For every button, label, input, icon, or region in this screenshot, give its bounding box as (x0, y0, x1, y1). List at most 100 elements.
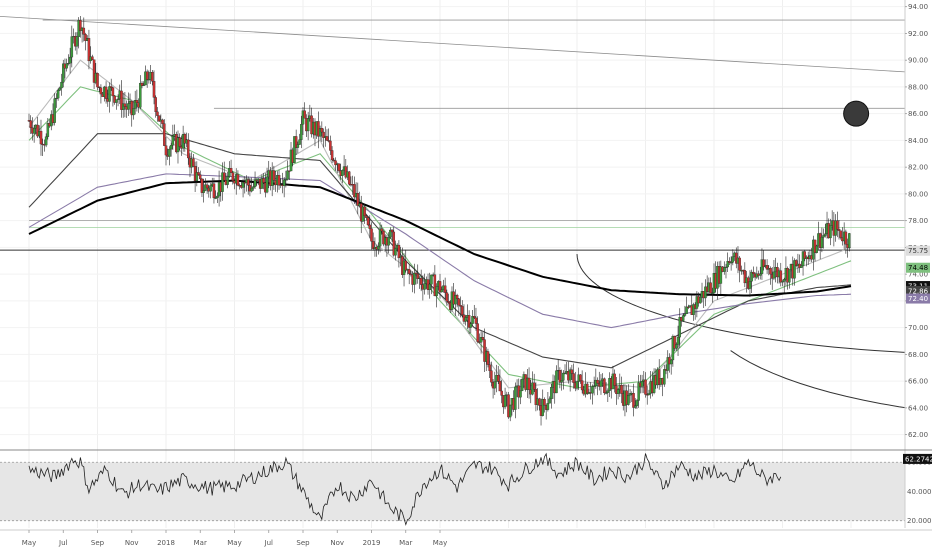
candle-body (548, 398, 551, 404)
candle-body (39, 130, 43, 145)
price-badge-label: 72.40 (908, 295, 928, 303)
date-tick-label: Sep (296, 539, 310, 547)
candle-body (508, 404, 512, 418)
candle-body (67, 62, 70, 65)
candle-body (616, 389, 620, 394)
candle-body (844, 231, 848, 245)
candle-body (779, 270, 783, 283)
candle-body (711, 292, 714, 294)
candle-body (252, 186, 255, 189)
candle-body (699, 296, 702, 304)
price-badge (906, 262, 930, 273)
candle-body (365, 215, 368, 218)
candle-body (142, 84, 145, 86)
candle-body (592, 385, 596, 387)
candle-body (560, 380, 563, 383)
date-tick-label: Jul (58, 539, 68, 547)
candle-body (493, 381, 497, 389)
candle-body (419, 277, 423, 285)
candle-body (738, 257, 741, 271)
candle-body (202, 190, 205, 193)
candle-body (298, 139, 301, 145)
candle-body (121, 103, 125, 110)
candle-body (824, 233, 827, 236)
price-tick-label: 90.00 (908, 57, 928, 65)
candle-body (681, 315, 685, 321)
candle-body (197, 172, 200, 175)
candle-body (520, 378, 524, 391)
candle-body (104, 86, 108, 99)
candle-body (604, 392, 608, 394)
candle-body (370, 228, 373, 242)
candle-body (389, 229, 392, 238)
price-tick-label: 86.00 (908, 110, 928, 118)
candle-body (820, 236, 824, 248)
candle-body (183, 134, 187, 144)
candle-body (459, 305, 462, 307)
candle-body (390, 229, 394, 233)
candle-body (70, 36, 74, 58)
candle-body (443, 285, 447, 293)
candle-body (250, 187, 253, 192)
candle-body (178, 137, 181, 147)
candle-body (139, 82, 142, 108)
candle-body (769, 268, 772, 275)
candle-body (550, 387, 553, 400)
rsi-band (0, 461, 905, 522)
candle-body (620, 385, 623, 394)
candle-body (109, 86, 113, 88)
candle-body (171, 136, 175, 146)
moving-average (28, 173, 852, 329)
candle-body (467, 315, 471, 328)
candle-body (152, 81, 156, 98)
candle-body (743, 270, 747, 284)
candle-body (123, 103, 127, 107)
candle-body (397, 244, 401, 259)
candle-body (580, 380, 584, 391)
candle-body (79, 20, 82, 31)
candle-body (781, 281, 784, 283)
candle-body (127, 103, 130, 110)
date-tick-label: Mar (399, 539, 412, 547)
candle-body (440, 289, 443, 293)
candle-body (514, 386, 517, 410)
candle-body (815, 245, 819, 253)
candle-body (455, 294, 459, 299)
candle-body (663, 369, 666, 385)
price-tick-label: 68.00 (908, 351, 928, 359)
candle-body (130, 101, 133, 116)
candle-body (58, 87, 62, 91)
candle-body (366, 217, 370, 226)
candle-body (387, 236, 390, 246)
candle-body (187, 139, 190, 159)
candle-body (294, 136, 298, 148)
candle-body (723, 267, 726, 272)
candle-body (414, 272, 418, 275)
price-tick-label: 80.00 (908, 190, 928, 198)
candle-body (829, 225, 832, 239)
candle-body (378, 228, 382, 247)
candle-body (65, 63, 68, 69)
rsi-line-path (28, 452, 782, 526)
price-tick-label: 84.00 (908, 137, 928, 145)
candle-body (154, 97, 157, 113)
candle-body (606, 390, 610, 393)
candle-body (212, 183, 216, 199)
candle-body (164, 145, 168, 156)
price-badge (906, 285, 930, 296)
candle-body (29, 120, 32, 128)
candle-body (647, 393, 651, 395)
candle-body (457, 298, 461, 306)
candle-body (438, 281, 442, 293)
candle-body (133, 100, 137, 109)
candle-body (226, 176, 229, 185)
candle-body (481, 337, 485, 340)
candle-body (353, 184, 356, 198)
candle-body (32, 128, 36, 134)
candle-body (286, 170, 289, 180)
price-tick-label: 70.00 (908, 324, 928, 332)
candle-body (337, 163, 341, 171)
